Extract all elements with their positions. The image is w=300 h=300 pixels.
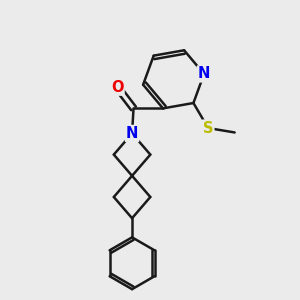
Text: S: S	[203, 121, 213, 136]
Text: N: N	[126, 126, 138, 141]
Text: N: N	[198, 67, 210, 82]
Text: O: O	[111, 80, 124, 95]
